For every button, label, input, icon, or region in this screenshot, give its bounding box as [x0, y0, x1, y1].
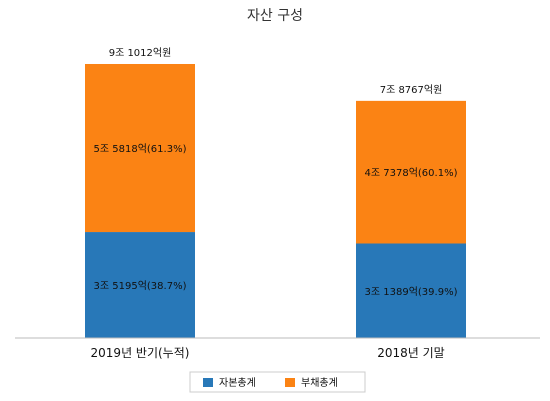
legend: 자본총계 부채총계	[189, 371, 366, 393]
x-tick-label: 2018년 기말	[377, 346, 444, 360]
bar-segment-equity-1	[356, 243, 466, 338]
bar-segment-liabilities-1	[356, 100, 466, 244]
segment-label: 3조 5195억(38.7%)	[94, 280, 187, 292]
x-tick-label: 2019년 반기(누적)	[91, 346, 190, 360]
segment-label: 5조 5818억(61.3%)	[94, 143, 187, 155]
bar-segment-equity-0	[85, 232, 195, 338]
legend-box	[189, 371, 366, 393]
total-label: 9조 1012억원	[109, 47, 172, 59]
chart-title: 자산 구성	[247, 8, 303, 24]
legend-label-equity: 자본총계	[219, 377, 256, 389]
legend-label-liabilities: 부채총계	[301, 377, 338, 389]
segment-label: 3조 1389억(39.9%)	[365, 286, 458, 298]
bar-segment-liabilities-0	[85, 63, 195, 233]
total-label: 7조 8767억원	[380, 84, 443, 96]
legend-swatch-equity	[203, 378, 213, 387]
segment-label: 4조 7378억(60.1%)	[365, 167, 458, 179]
plot-area: 3조 5195억(38.7%) 5조 5818억(61.3%) 9조 1012억원 2…	[85, 47, 466, 360]
legend-swatch-liabilities	[285, 378, 295, 387]
